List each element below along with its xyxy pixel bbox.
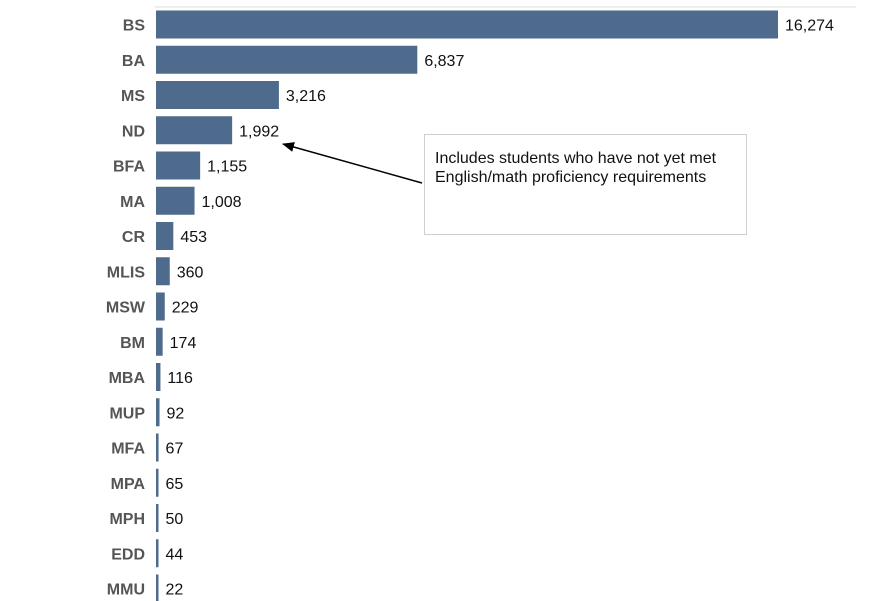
value-label: 22: [166, 582, 184, 599]
category-label: MS: [121, 88, 145, 105]
bar-ba: [156, 45, 418, 74]
bar-cr: [156, 222, 174, 250]
value-label: 229: [172, 300, 199, 317]
bar-mlis: [156, 257, 170, 286]
category-label: BFA: [113, 159, 145, 176]
bar-ma: [156, 186, 195, 215]
bar-edd: [156, 539, 159, 568]
value-label: 1,155: [207, 159, 247, 176]
category-label: MFA: [111, 441, 145, 458]
bar-bm: [156, 327, 163, 356]
category-label: EDD: [111, 546, 145, 563]
category-label: ND: [122, 123, 145, 140]
category-label: BS: [123, 18, 146, 35]
annotation-callout: Includes students who have not yet met E…: [424, 134, 747, 235]
category-label: CR: [122, 229, 146, 246]
bar-mpa: [156, 468, 159, 497]
bar-mup: [156, 398, 160, 427]
bar-mmu: [156, 574, 159, 601]
bar-msw: [156, 292, 165, 321]
category-label: MUP: [109, 405, 145, 422]
bar-mph: [156, 504, 159, 532]
category-label: MMU: [107, 582, 145, 599]
value-label: 174: [170, 335, 197, 352]
bar-bfa: [156, 151, 201, 180]
category-label: MA: [120, 194, 145, 211]
value-label: 1,008: [202, 194, 242, 211]
annotation-text: Includes students who have not yet met E…: [435, 150, 717, 186]
bars-group: BS 16,274 BA 6,837 MS 3,216 ND 1,992 BFA 1,155 MA 1…: [106, 10, 834, 601]
value-label: 16,274: [785, 18, 834, 35]
value-label: 3,216: [286, 88, 326, 105]
value-label: 44: [166, 546, 184, 563]
category-label: MPH: [109, 511, 145, 528]
value-label: 67: [166, 441, 184, 458]
value-label: 116: [167, 370, 193, 387]
category-label: MPA: [111, 476, 146, 493]
bar-ms: [156, 81, 279, 109]
value-label: 453: [180, 229, 207, 246]
category-label: BM: [120, 335, 145, 352]
value-label: 360: [177, 264, 204, 281]
bar-bs: [156, 10, 778, 39]
value-label: 1,992: [239, 123, 279, 140]
category-label: BA: [122, 53, 146, 70]
value-label: 65: [166, 476, 184, 493]
category-label: MBA: [109, 370, 146, 387]
category-label: MSW: [106, 300, 146, 317]
value-label: 92: [167, 405, 185, 422]
value-label: 6,837: [424, 53, 464, 70]
value-label: 50: [166, 511, 184, 528]
annotation-arrow: [282, 142, 423, 184]
bar-nd: [156, 116, 233, 145]
bar-mba: [156, 363, 161, 391]
bar-mfa: [156, 433, 159, 462]
category-label: MLIS: [107, 264, 146, 281]
